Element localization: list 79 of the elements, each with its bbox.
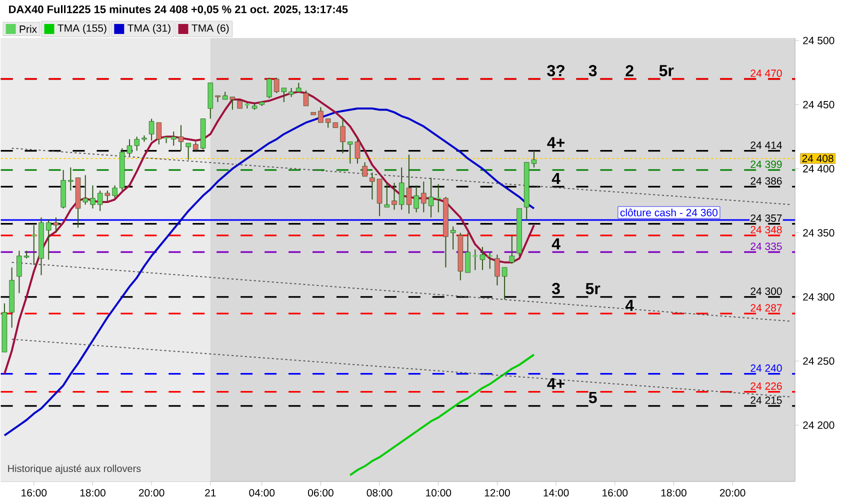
x-tick-label: 08:00 [366, 489, 392, 497]
x-tick-label: 16:00 [22, 489, 47, 497]
candlestick [421, 181, 426, 213]
ref-line-label: 24 240 [750, 364, 782, 372]
candlestick [266, 77, 272, 99]
ref-line-label: 24 414 [750, 142, 782, 149]
ref-line-label: 24 386 [750, 177, 782, 185]
y-tick-label: 24 350 [803, 229, 834, 237]
y-tick-label: 24 200 [803, 422, 834, 429]
candlestick [465, 232, 470, 274]
candlestick [16, 250, 22, 294]
y-tick-label: 24 250 [803, 357, 834, 365]
legend-label: TMA (6) [192, 24, 229, 34]
candlestick [303, 90, 309, 106]
candlestick [480, 246, 486, 271]
candlestick [30, 224, 38, 266]
x-tick-label: 14:00 [544, 489, 569, 497]
x-tick-label: 10:00 [426, 489, 452, 497]
candlestick [392, 182, 397, 210]
candlestick [502, 267, 508, 300]
y-tick-label: 24 400 [803, 165, 834, 173]
candlestick [414, 184, 419, 213]
legend-label: Prix [20, 25, 37, 33]
annotation: 5r [586, 283, 600, 294]
chart-title: DAX40 Full1225 15 minutes 24 408 +0,05 % 21 oct. 2025, 13:17:45 [9, 5, 348, 15]
annotation: 3? [547, 65, 564, 76]
annotation: 5r [659, 65, 674, 76]
annotation: 5 [588, 392, 597, 404]
x-tick-label: 12:00 [484, 489, 510, 497]
y-tick-label: 24 300 [803, 293, 834, 301]
annotation: 3 [552, 282, 560, 294]
annotation: 4 [552, 173, 560, 184]
ref-line-label: clôture cash - 24 360 [620, 208, 718, 216]
y-tick-label: 24 450 [803, 101, 834, 108]
x-tick-label: 16:00 [602, 489, 628, 497]
ref-line-label: 24 335 [750, 242, 782, 250]
ref-line-label: 24 357 [750, 214, 782, 222]
candlestick [472, 249, 478, 271]
annotation: 4 [625, 300, 634, 311]
x-tick-label: 18:00 [661, 489, 686, 497]
annotation: Historique ajusté aux rollovers [8, 464, 141, 474]
candlestick [193, 141, 198, 153]
ref-line-label: 24 399 [750, 160, 782, 168]
annotation: 4 [552, 238, 560, 250]
annotation: 4+ [547, 137, 565, 148]
candlestick [362, 162, 368, 177]
x-tick-label: 20:00 [720, 489, 746, 497]
ref-line-label: 24 215 [750, 396, 782, 404]
x-tick-label: 21 [205, 489, 216, 496]
candlestick [90, 184, 96, 210]
candlestick [112, 184, 118, 199]
candlestick [370, 172, 375, 200]
ref-line-label: 24 470 [750, 70, 782, 78]
annotation: 4+ [547, 378, 565, 390]
x-tick-label: 04:00 [249, 489, 275, 497]
candlestick [428, 177, 434, 218]
ref-line-label: 24 226 [750, 382, 782, 390]
x-tick-label: 18:00 [80, 489, 106, 497]
legend-label: TMA (155) [58, 24, 106, 34]
ref-line-label: 24 287 [750, 304, 782, 312]
legend-label: TMA (31) [128, 24, 170, 34]
candlestick [318, 106, 324, 124]
ref-line-label: 24 348 [750, 226, 782, 234]
x-tick-label: 06:00 [308, 489, 334, 497]
annotation: 2 [626, 65, 634, 76]
annotation: 3 [588, 65, 597, 76]
candlestick [435, 184, 442, 213]
candlestick [486, 252, 493, 270]
candlestick [186, 142, 191, 160]
candlestick [68, 167, 74, 192]
candlestick [509, 234, 515, 264]
candlestick [450, 226, 456, 250]
candlestick [340, 118, 346, 154]
candlestick [384, 182, 390, 208]
ref-line-label: 24 300 [750, 288, 782, 296]
ref-line-label: 24 408 [802, 154, 834, 162]
y-tick-label: 24 500 [803, 36, 834, 44]
x-tick-label: 20:00 [138, 489, 164, 497]
candlestick [494, 254, 500, 286]
